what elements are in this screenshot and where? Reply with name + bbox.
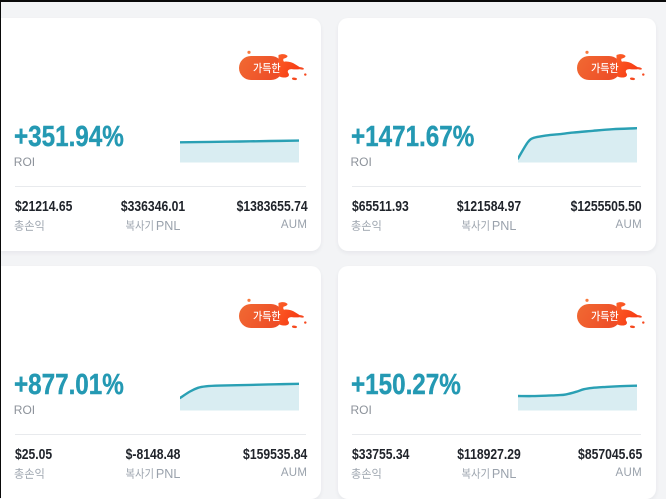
svg-text:PNL: PNL <box>492 467 517 481</box>
svg-text:PNL: PNL <box>492 219 517 233</box>
svg-text:PNL: PNL <box>156 219 181 233</box>
svg-text:PNL: PNL <box>156 467 181 481</box>
